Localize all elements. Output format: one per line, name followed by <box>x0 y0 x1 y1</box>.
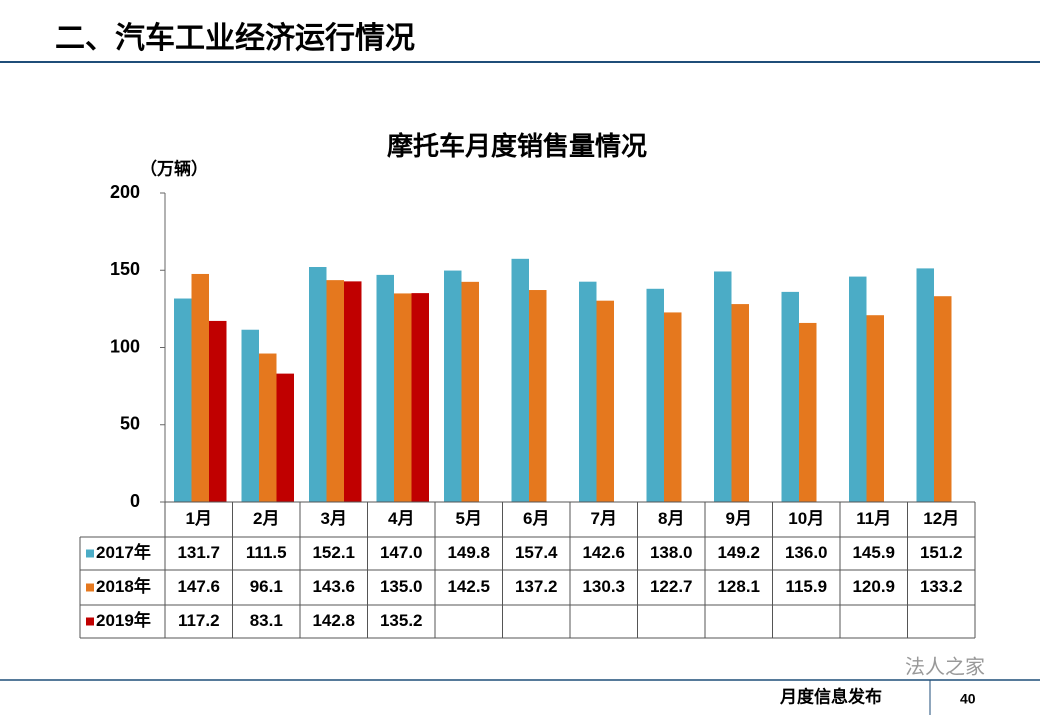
data-label: 122.7 <box>650 577 693 596</box>
legend-label: 2018年 <box>96 576 151 596</box>
bar <box>714 271 732 502</box>
x-tick-label: 4月 <box>388 509 414 528</box>
bar <box>529 290 547 502</box>
bar <box>579 281 597 502</box>
chart-title: 摩托车月度销售量情况 <box>387 131 647 161</box>
legend-swatch <box>86 617 94 626</box>
bar <box>934 296 952 502</box>
data-label: 142.8 <box>312 611 355 630</box>
bar <box>596 300 614 502</box>
x-tick-label: 9月 <box>726 509 752 528</box>
data-label: 157.4 <box>515 543 558 562</box>
data-label: 147.6 <box>177 577 220 596</box>
data-label: 96.1 <box>250 577 283 596</box>
bar <box>344 281 362 502</box>
bar <box>394 293 412 502</box>
bar <box>646 288 664 502</box>
y-tick-label: 200 <box>110 182 140 202</box>
data-label: 136.0 <box>785 543 828 562</box>
data-label: 149.8 <box>447 543 490 562</box>
data-label: 83.1 <box>250 611 283 630</box>
data-label: 135.0 <box>380 577 423 596</box>
data-label: 143.6 <box>312 577 355 596</box>
bar <box>866 315 884 502</box>
legend-swatch <box>86 583 94 592</box>
bar <box>259 353 277 502</box>
x-tick-label: 11月 <box>856 509 891 528</box>
bar <box>461 281 479 502</box>
data-label: 151.2 <box>920 543 963 562</box>
bar <box>916 268 934 502</box>
x-tick-label: 2月 <box>253 509 279 528</box>
bar <box>241 329 259 502</box>
data-label: 133.2 <box>920 577 963 596</box>
data-label: 142.6 <box>582 543 625 562</box>
footer-label: 月度信息发布 <box>779 686 882 706</box>
bar <box>411 293 429 502</box>
x-tick-label: 1月 <box>186 509 212 528</box>
data-label: 130.3 <box>582 577 625 596</box>
bar <box>511 258 529 502</box>
data-label: 115.9 <box>785 577 827 596</box>
bar <box>731 304 749 502</box>
bar <box>664 312 682 502</box>
data-label: 111.5 <box>246 543 287 562</box>
y-tick-label: 0 <box>130 491 140 511</box>
bar <box>276 373 294 502</box>
x-tick-label: 12月 <box>923 509 959 528</box>
data-label: 120.9 <box>852 577 895 596</box>
bar <box>444 270 462 502</box>
bar <box>781 291 799 502</box>
y-axis-label: （万辆） <box>140 158 208 178</box>
page-number: 40 <box>960 691 976 707</box>
bar <box>174 298 192 502</box>
legend-swatch <box>86 549 94 558</box>
x-tick-label: 7月 <box>591 509 617 528</box>
data-label: 142.5 <box>447 577 490 596</box>
watermark: 法人之家 <box>905 655 985 678</box>
bar <box>326 280 344 502</box>
data-label: 117.2 <box>178 611 220 630</box>
data-label: 128.1 <box>717 577 760 596</box>
data-label: 137.2 <box>515 577 558 596</box>
bar <box>309 267 327 502</box>
data-label: 152.1 <box>312 543 355 562</box>
x-tick-label: 8月 <box>658 509 684 528</box>
data-label: 138.0 <box>650 543 693 562</box>
bar <box>209 320 227 502</box>
bar <box>376 274 394 502</box>
x-tick-label: 10月 <box>788 509 824 528</box>
data-label: 131.7 <box>177 543 220 562</box>
x-tick-label: 5月 <box>456 509 482 528</box>
y-tick-label: 150 <box>110 259 140 279</box>
data-label: 145.9 <box>852 543 895 562</box>
y-tick-label: 50 <box>120 414 140 434</box>
slide-title: 二、汽车工业经济运行情况 <box>55 21 415 55</box>
x-tick-label: 3月 <box>321 509 347 528</box>
bar <box>191 273 209 502</box>
data-label: 135.2 <box>380 611 423 630</box>
y-tick-label: 100 <box>110 336 140 356</box>
bar <box>799 322 817 502</box>
legend-label: 2019年 <box>96 610 151 630</box>
data-label: 149.2 <box>717 543 760 562</box>
bar <box>849 276 867 502</box>
data-label: 147.0 <box>380 543 423 562</box>
x-tick-label: 6月 <box>523 509 549 528</box>
legend-label: 2017年 <box>96 542 151 562</box>
